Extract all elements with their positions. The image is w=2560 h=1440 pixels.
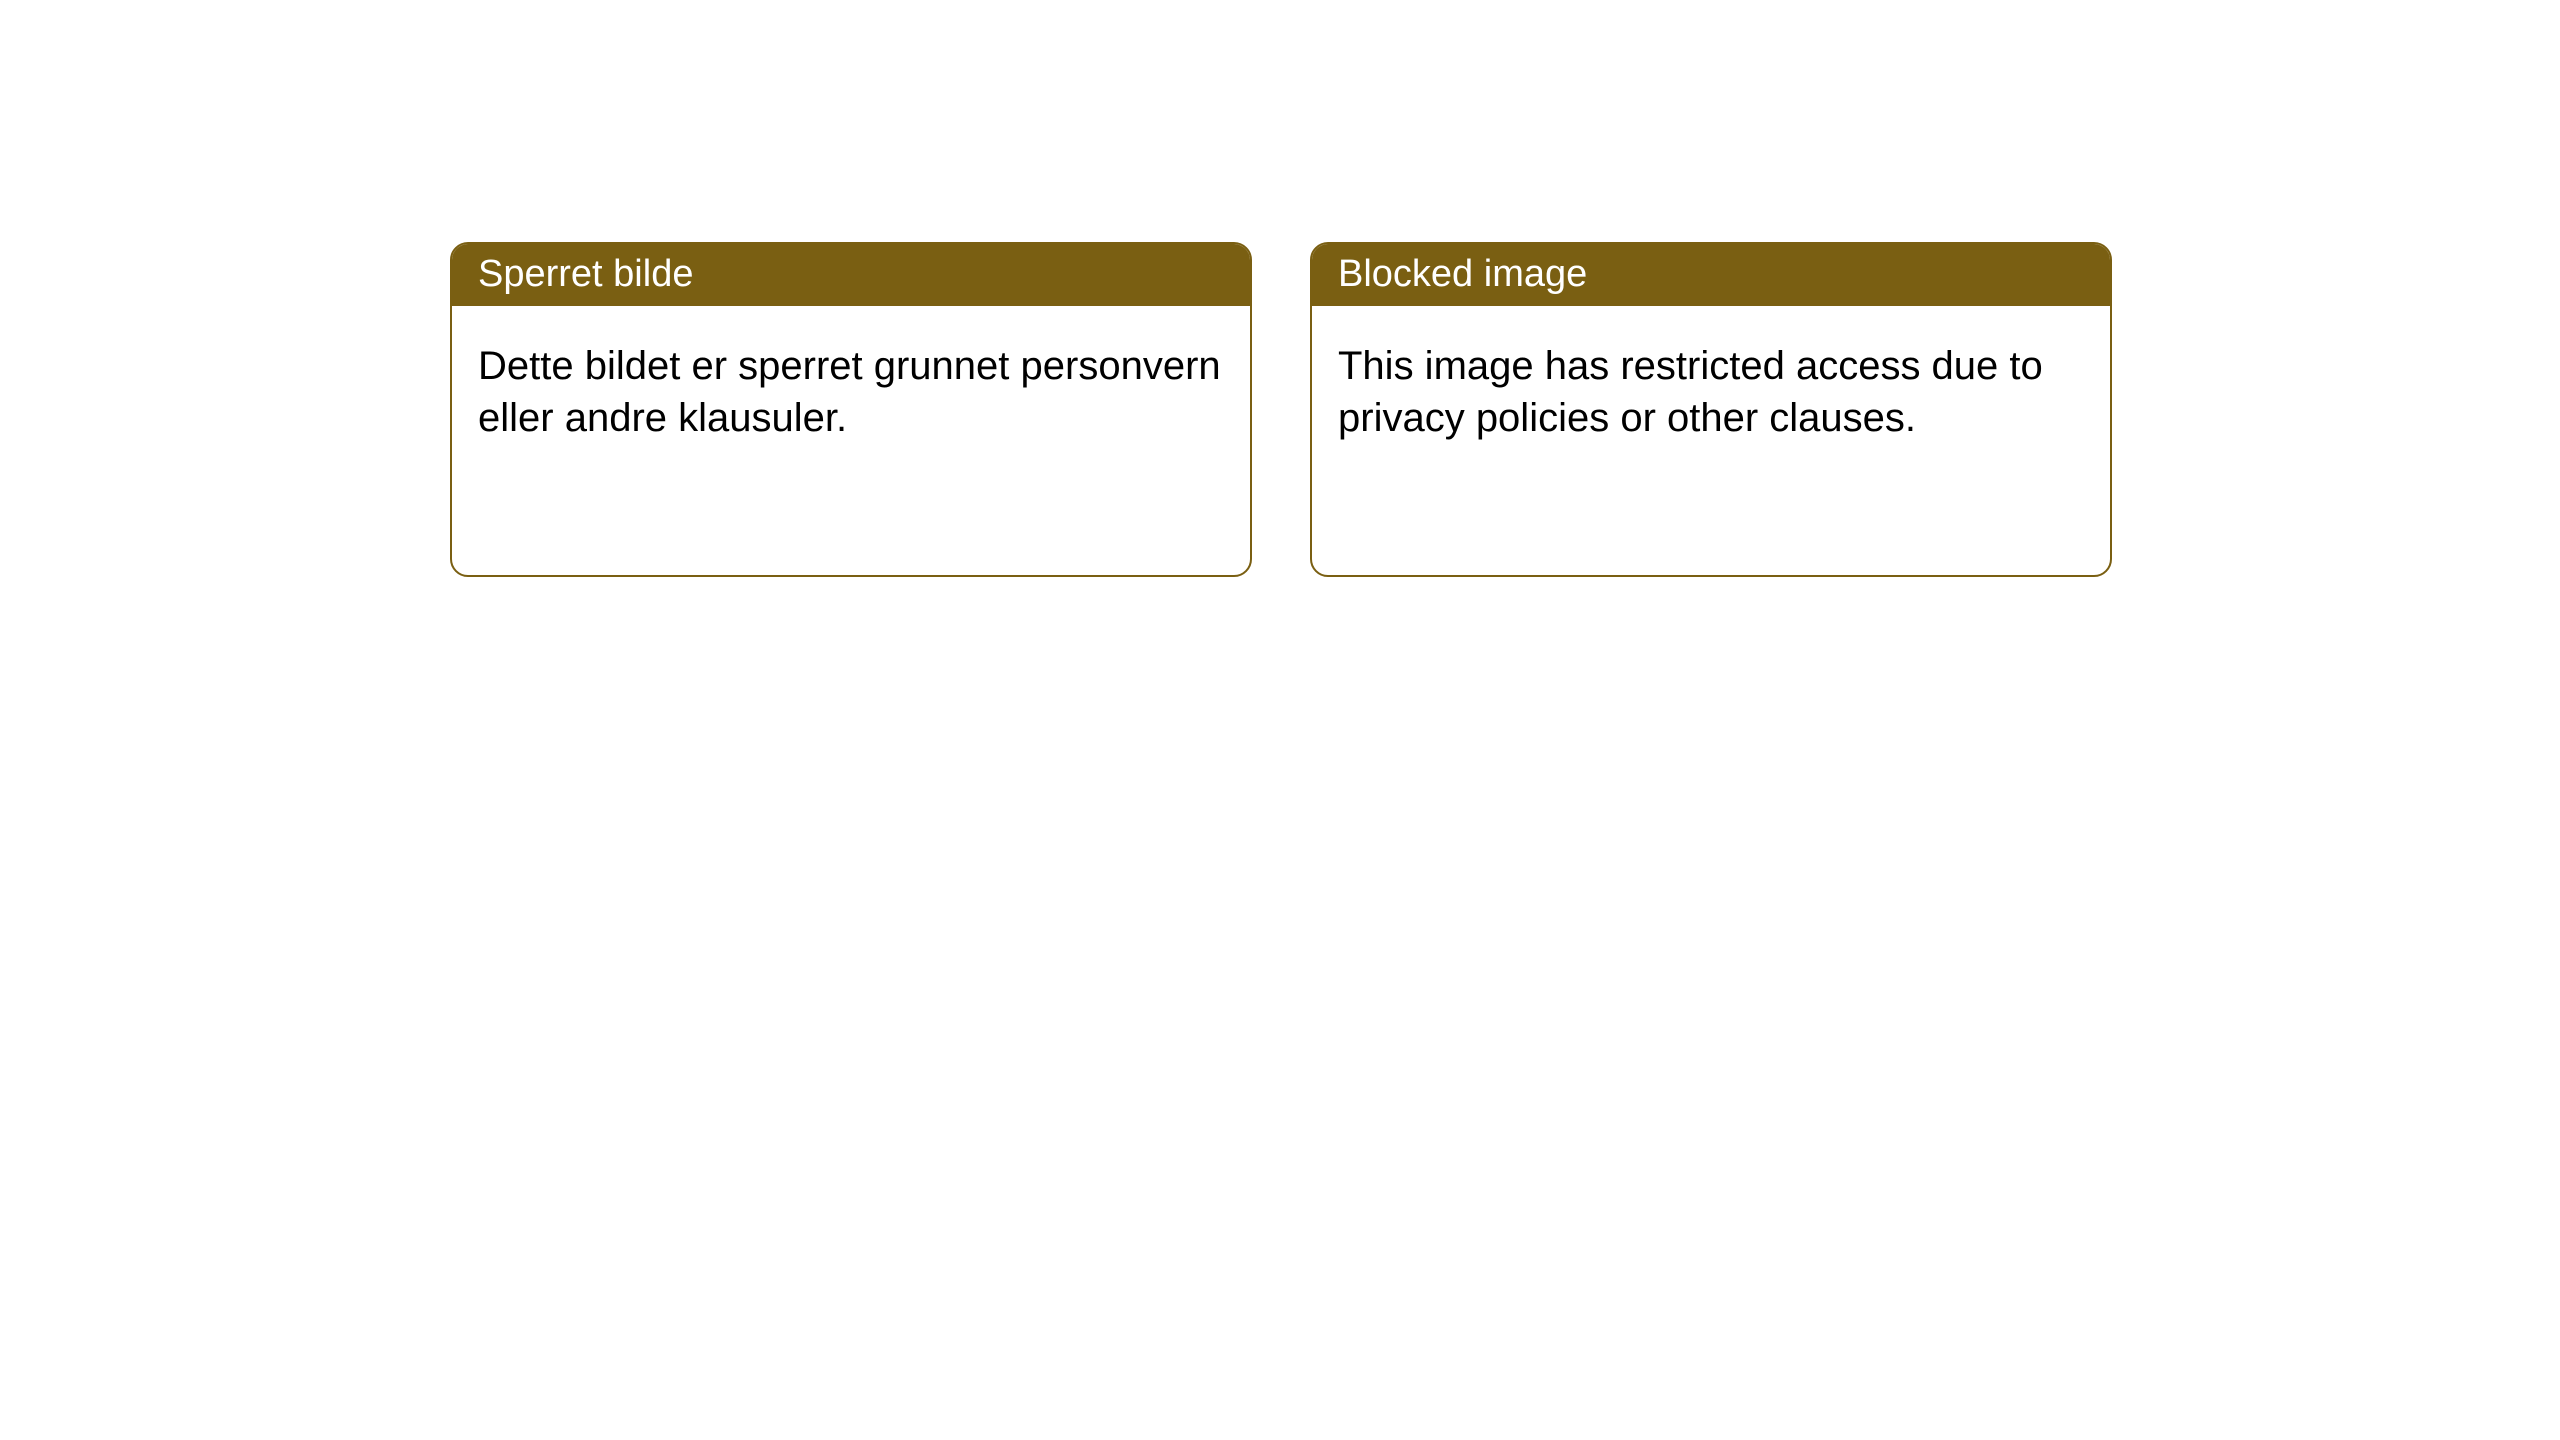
notice-box-norwegian: Sperret bilde Dette bildet er sperret gr…: [450, 242, 1252, 577]
notice-box-english: Blocked image This image has restricted …: [1310, 242, 2112, 577]
notice-header: Sperret bilde: [452, 244, 1250, 306]
notice-container: Sperret bilde Dette bildet er sperret gr…: [450, 242, 2112, 577]
notice-title: Blocked image: [1338, 253, 1587, 295]
notice-title: Sperret bilde: [478, 253, 693, 295]
notice-text: This image has restricted access due to …: [1338, 344, 2043, 440]
notice-text: Dette bildet er sperret grunnet personve…: [478, 344, 1221, 440]
notice-body: This image has restricted access due to …: [1312, 306, 2110, 478]
notice-body: Dette bildet er sperret grunnet personve…: [452, 306, 1250, 478]
notice-header: Blocked image: [1312, 244, 2110, 306]
